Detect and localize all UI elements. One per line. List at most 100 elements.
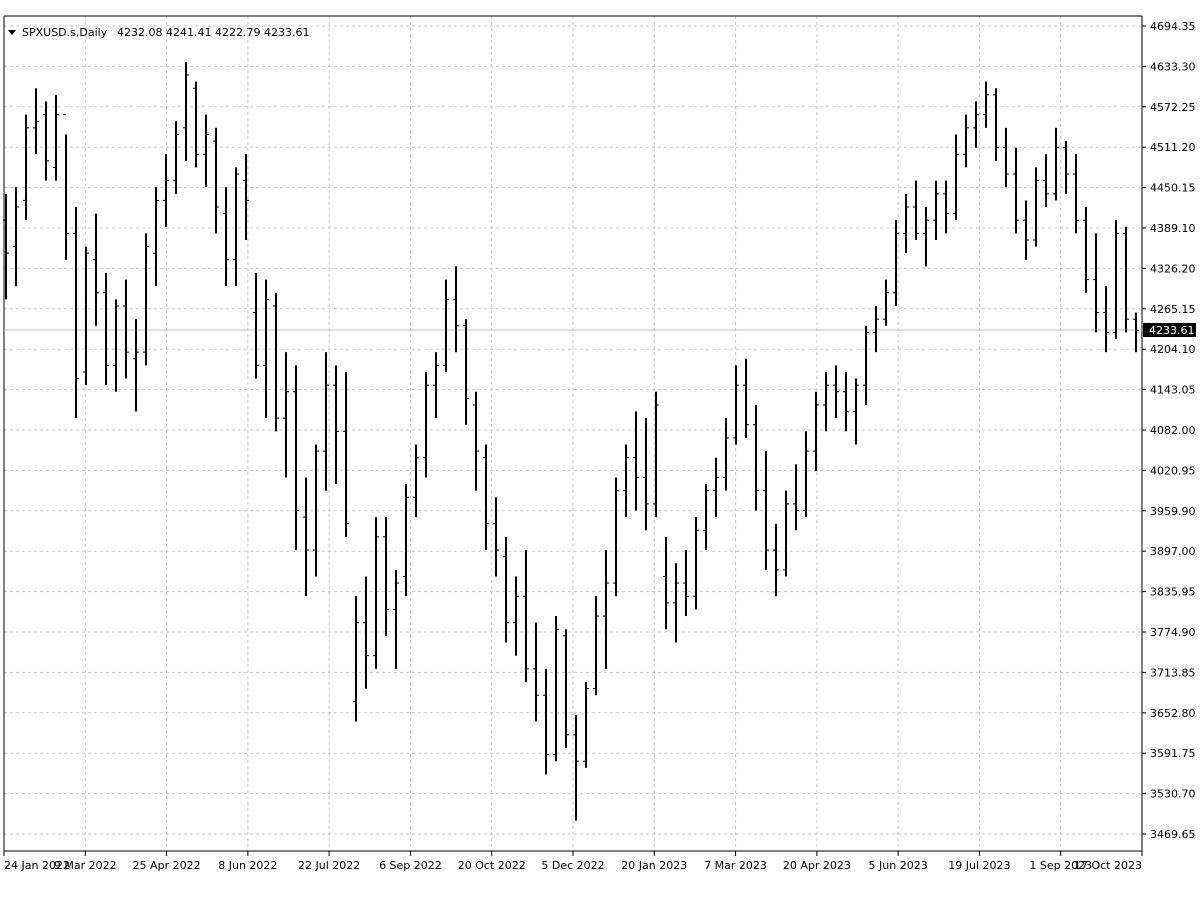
ohlc-bar — [883, 279, 889, 326]
ohlc-bar — [253, 272, 259, 379]
y-tick-label: 4450.15 — [1150, 182, 1196, 195]
y-tick-label: 3652.80 — [1150, 707, 1196, 720]
symbol-label[interactable]: SPXUSD.s,Daily — [22, 26, 108, 39]
ohlc-bar — [403, 484, 409, 597]
y-tick-label: 3469.65 — [1150, 828, 1196, 841]
ohlc-bar — [963, 114, 969, 168]
ohlc-bar — [723, 418, 729, 491]
ohlc-bar — [353, 596, 359, 722]
ohlc-bar — [93, 213, 99, 326]
ohlc-bar — [653, 391, 659, 518]
ohlc-bar — [363, 576, 369, 689]
ohlc-bar — [903, 193, 909, 254]
ohlc-bar — [1013, 147, 1019, 234]
ohlc-bar — [893, 220, 899, 306]
ohlc-bar — [53, 94, 59, 181]
current-price-tag: 4233.61 — [1143, 322, 1196, 337]
dropdown-triangle-icon[interactable] — [8, 30, 16, 35]
ohlc-bar — [383, 517, 389, 636]
y-tick-label: 4020.95 — [1150, 464, 1196, 477]
ohlc-bar — [583, 682, 589, 768]
y-tick-label: 4326.20 — [1150, 262, 1196, 275]
ohlc-bar — [183, 61, 189, 161]
ohlc-bar — [143, 233, 149, 366]
y-tick-label: 4694.35 — [1150, 20, 1196, 33]
ohlc-bar — [203, 114, 209, 188]
x-tick-label: 19 Jul 2023 — [948, 859, 1010, 872]
y-tick-label: 3713.85 — [1150, 666, 1196, 679]
ohlc-bar — [263, 279, 269, 419]
y-tick-label: 4633.30 — [1150, 60, 1196, 73]
ohlc-bar — [1083, 207, 1089, 293]
ohlc-bar — [863, 325, 869, 405]
ohlc-bar — [213, 127, 219, 234]
ohlc-bars — [3, 61, 1139, 821]
ohlc-bar — [753, 404, 759, 511]
ohlc-bar — [373, 517, 379, 669]
ohlc-bar — [63, 114, 69, 260]
ohlc-bar — [553, 616, 559, 762]
ohlc-bar — [513, 576, 519, 656]
ohlc-bar — [343, 371, 349, 537]
ohlc-bar — [743, 358, 749, 438]
ohlc-bar — [763, 451, 769, 570]
ohlc-bar — [713, 457, 719, 518]
y-tick-label: 4572.25 — [1150, 101, 1196, 114]
ohlc-bar — [783, 490, 789, 577]
ohlc-bar — [673, 563, 679, 643]
ohlc-bar — [473, 391, 479, 491]
ohlc-bar — [1133, 312, 1139, 353]
ohlc-bar — [1053, 127, 1059, 201]
ohlc-bar — [223, 187, 229, 287]
current-price-tag-label: 4233.61 — [1149, 324, 1195, 337]
ohlc-bar — [483, 444, 489, 551]
ohlc-bar — [623, 444, 629, 518]
ohlc-bar — [163, 154, 169, 227]
ohlc-bar — [123, 279, 129, 379]
ohlc-bar — [133, 319, 139, 412]
ohlc-bar — [843, 371, 849, 432]
ohlc-bar — [993, 88, 999, 161]
ohlc-bar — [73, 207, 79, 419]
ohlc-bar — [533, 622, 539, 722]
ohlc-bar — [43, 101, 49, 181]
ohlc-bar — [323, 352, 329, 491]
y-tick-label: 3774.90 — [1150, 626, 1196, 639]
ohlc-bar — [813, 391, 819, 471]
y-tick-label: 4204.10 — [1150, 343, 1196, 356]
y-tick-label: 4389.10 — [1150, 222, 1196, 235]
ohlc-bar — [943, 180, 949, 234]
ohlc-bar — [693, 517, 699, 610]
ohlc-bar — [733, 365, 739, 445]
ohlc-bar — [983, 81, 989, 128]
y-tick-label: 3835.95 — [1150, 586, 1196, 599]
ohlc-bar — [463, 319, 469, 425]
ohlc-bar — [83, 246, 89, 386]
ohlc-bar — [563, 629, 569, 749]
ohlc-bar — [593, 596, 599, 696]
ohlc-bar — [303, 477, 309, 597]
ohlc-bar — [243, 154, 249, 240]
ohlc-bar — [293, 365, 299, 551]
ohlc-bar — [793, 464, 799, 531]
ohlc-bar — [233, 167, 239, 287]
y-tick-label: 4143.05 — [1150, 384, 1196, 397]
ohlc-bar — [953, 134, 959, 221]
ohlc-bar — [1023, 200, 1029, 260]
ohlc-bar — [333, 365, 339, 485]
ohlc-bar — [503, 536, 509, 643]
x-tick-label: 1 Sep 2023 — [1029, 859, 1092, 872]
ohlc-bar — [1093, 233, 1099, 333]
ohlc-bar — [283, 352, 289, 478]
ohlc-bar — [3, 193, 9, 300]
y-tick-label: 4082.00 — [1150, 424, 1196, 437]
current-price-tag-background — [1143, 322, 1196, 337]
y-tick-label: 3591.75 — [1150, 747, 1196, 760]
ohlc-bar — [523, 550, 529, 683]
ohlc-bar — [1113, 220, 1119, 339]
ohlc-bar — [1063, 141, 1069, 194]
ohlc-bar — [773, 523, 779, 597]
